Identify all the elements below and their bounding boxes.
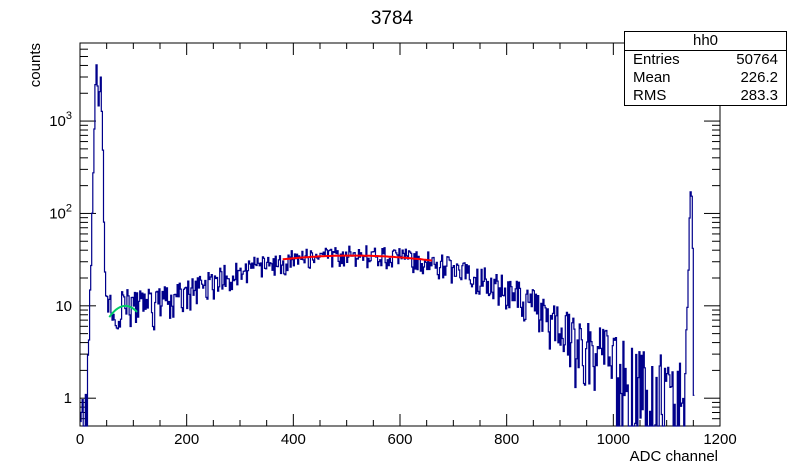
stats-mean-label: Mean bbox=[633, 69, 671, 86]
fit-curve-red bbox=[282, 254, 433, 262]
fit-curves bbox=[108, 254, 433, 318]
stats-entries-label: Entries bbox=[633, 51, 680, 68]
y-tick-label: 10 bbox=[55, 298, 72, 315]
x-axis-label: ADC channel bbox=[630, 448, 718, 465]
y-tick-label: 1 bbox=[64, 390, 72, 407]
stats-row-rms: RMS 283.3 bbox=[625, 87, 786, 105]
y-axis-tick-labels: 1 10 102 103 bbox=[49, 110, 72, 407]
x-axis-ticks bbox=[79, 43, 721, 426]
x-tick-label: 600 bbox=[387, 431, 412, 448]
x-tick-label: 0 bbox=[76, 431, 84, 448]
x-tick-label: 200 bbox=[174, 431, 199, 448]
stats-row-entries: Entries 50764 bbox=[625, 51, 786, 69]
histogram-line bbox=[80, 64, 695, 427]
x-tick-label: 400 bbox=[281, 431, 306, 448]
x-tick-label: 1200 bbox=[703, 431, 736, 448]
x-tick-label: 1000 bbox=[597, 431, 630, 448]
chart-title: 3784 bbox=[371, 8, 414, 29]
y-tick-label: 102 bbox=[49, 202, 72, 222]
y-axis-label: counts bbox=[27, 43, 44, 87]
histogram-data bbox=[80, 64, 695, 427]
stats-rms-label: RMS bbox=[633, 87, 667, 104]
stats-row-mean: Mean 226.2 bbox=[625, 69, 786, 87]
fit-curve-green bbox=[108, 304, 138, 318]
stats-title: hh0 bbox=[625, 32, 786, 51]
stats-box: hh0 Entries 50764 Mean 226.2 RMS 283.3 bbox=[624, 31, 787, 106]
stats-rms-value: 283.3 bbox=[740, 87, 778, 104]
stats-mean-value: 226.2 bbox=[740, 69, 778, 86]
y-tick-label: 103 bbox=[49, 110, 72, 130]
x-axis-tick-labels: 0 200 400 600 800 1000 1200 bbox=[76, 431, 737, 448]
stats-entries-value: 50764 bbox=[736, 51, 778, 68]
x-tick-label: 800 bbox=[494, 431, 519, 448]
